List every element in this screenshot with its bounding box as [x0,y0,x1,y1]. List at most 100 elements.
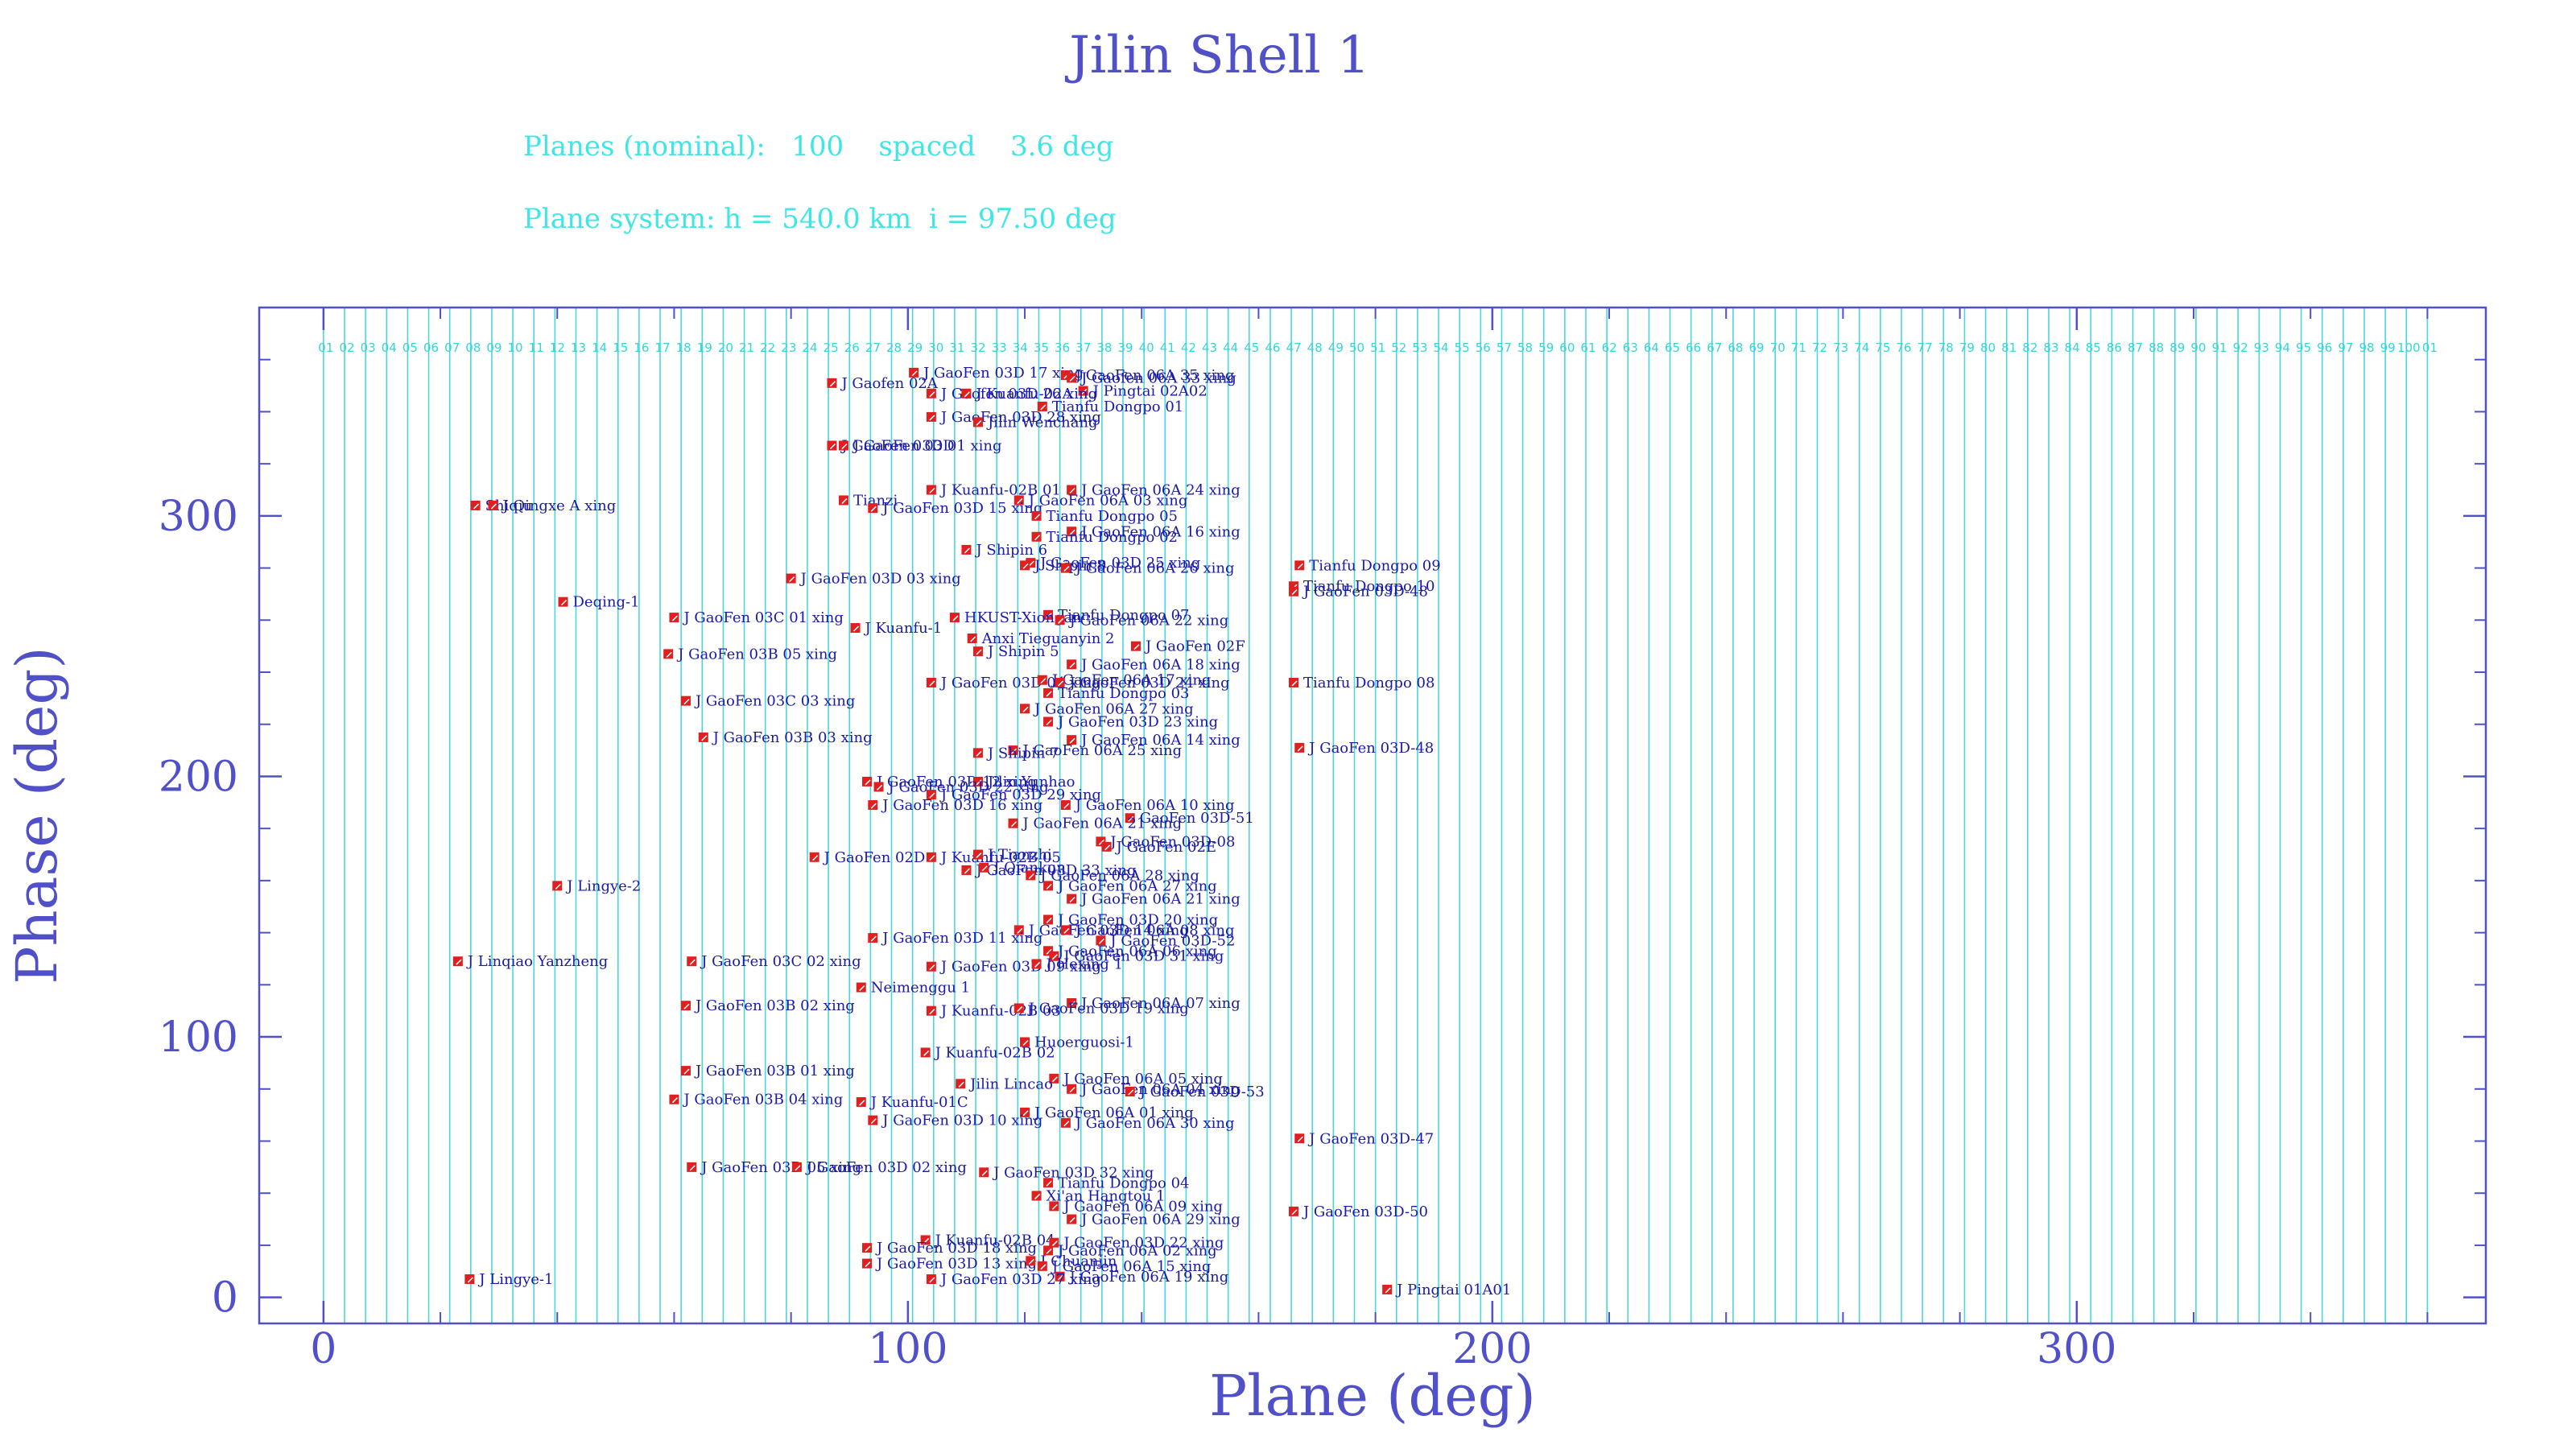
plane-number-label: 100 [2397,341,2421,355]
satellite-marker-tick [1051,1241,1058,1247]
satellite-label: Tianfu Dongpo 05 [1046,508,1178,525]
plane-number-label: 91 [2212,341,2227,355]
satellite-label: J GaoFen 06A 30 xing [1074,1115,1235,1132]
plane-number-label: 76 [1896,341,1911,355]
satellite-label: J Linqiao Yanzheng [466,953,608,970]
subtitle-planes: Planes (nominal): 100 spaced 3.6 deg [523,130,1114,163]
satellite-marker [1013,495,1024,506]
satellite-marker [956,1079,966,1089]
satellite-marker [1055,615,1065,625]
satellite-label: J GaoFen 03D 19 xing [1027,1000,1189,1017]
satellite-label: J Gaofen 02A [840,375,938,392]
plane-number-label: 27 [865,341,881,355]
plane-number-label: 39 [1117,341,1133,355]
plane-number-label: 14 [592,341,607,355]
satellite-point: J GaoFen 03D 27 xing [926,1271,1101,1288]
satellite-point: J GaoFen 06A 21 xing [1008,815,1182,832]
satellite-point: J Tianzhi [972,847,1052,864]
plane-number-label: 53 [1412,341,1427,355]
satellite-marker [1031,1191,1042,1201]
plane-number-label: 01 [2422,341,2438,355]
plane-number-label: 58 [1517,341,1533,355]
satellite-marker-tick [1069,662,1075,668]
satellite-point: J GaoFen 06A 19 xing [1055,1269,1228,1286]
satellite-marker-tick [964,391,970,398]
satellite-label: J GaoFen 03D 12 xing [875,774,1037,791]
satellite-marker-tick [1010,821,1018,828]
satellite-marker-tick [1046,1248,1052,1254]
satellite-marker-tick [952,615,959,621]
satellite-label: J GaoFen 02D [823,849,926,866]
satellite-label: Tianfu Dongpo 03 [1058,685,1189,702]
satellite-marker-tick [1028,873,1034,879]
satellite-point: J GaoFen 06A 26 xing [1060,560,1234,577]
satellite-label: J GaoFen 06A 10 xing [1074,797,1235,814]
satellite-marker-tick [473,503,480,510]
plane-number-label: 78 [1938,341,1954,355]
satellite-label: Huoerguosi-1 [1034,1034,1134,1051]
satellite-marker [827,378,837,388]
satellite-label: J GaoFen 06A 17 xing [1051,672,1212,689]
plane-number-label: 51 [1370,341,1385,355]
satellite-label: J Gaofen 06A 33 xing [1080,369,1236,386]
plane-number-label: 46 [1265,341,1280,355]
satellite-marker-tick [870,506,877,512]
satellite-marker [1060,563,1071,573]
chart-title: Jilin Shell 1 [1064,26,1370,85]
satellite-marker-tick [841,497,848,504]
plane-number-label: 30 [928,341,943,355]
satellite-marker-tick [929,855,935,861]
satellite-point: J GaoFen 02D [809,849,926,866]
satellite-point: J Kuanfu-02B 01 [926,482,1061,499]
plane-number-label: 41 [1160,341,1175,355]
satellite-label: J Shipin 5 [986,643,1059,660]
satellite-point: J GaoFen 03D 31 xing [1049,948,1224,965]
satellite-marker-tick [870,935,877,942]
plane-number-label: 10 [508,341,523,355]
satellite-marker-tick [555,883,561,890]
satellite-marker [920,1235,931,1245]
satellite-marker-tick [1069,897,1075,903]
satellite-marker [680,1001,691,1011]
satellite-point: J GaoFen 03D 33 xing [961,862,1137,879]
plane-number-label: 93 [2254,341,2269,355]
satellite-label: J Lingye-1 [477,1271,553,1288]
satellite-marker [1043,881,1054,891]
satellite-point: J GaoFen 03C 02 xing [687,953,861,970]
satellite-point: J Lingye-2 [552,877,641,894]
satellite-marker-tick [467,1277,473,1283]
satellite-label: J GaoFen 06A 24 xing [1080,482,1241,499]
plane-number-label: 50 [1349,341,1364,355]
satellite-marker [1055,677,1065,687]
plane-number-label: 20 [718,341,733,355]
satellite-point: J GaoFen 06A 09 xing [1049,1198,1223,1215]
satellite-label: J Kuanfu-1 [864,620,943,637]
plot-frame [258,306,2487,1325]
plane-number-label: 62 [1602,341,1617,355]
satellite-marker [827,440,837,451]
plane-number-label: 94 [2275,341,2290,355]
satellite-label: J GaoFen 06A 27 xing [1033,700,1194,717]
satellite-marker [972,417,983,427]
satellite-marker [1382,1284,1393,1294]
satellite-marker-tick [1058,617,1064,624]
satellite-point: J GaoFen 03D 12 xing [862,774,1037,791]
satellite-marker-tick [1046,883,1052,890]
satellite-marker-tick [929,391,935,398]
satellite-marker [1020,704,1030,714]
satellite-label: J GaoFen 03D-48 [1302,584,1428,601]
satellite-point: J GaoFen 03D-48 [1288,584,1428,601]
plane-number-label: 95 [2296,341,2311,355]
satellite-marker-tick [456,959,462,965]
satellite-label: J GaoFen 03D 20 xing [1056,911,1218,928]
satellite-marker [791,1162,802,1172]
satellite-marker-tick [560,600,568,606]
satellite-marker [1043,1178,1054,1188]
plane-number-label: 01 [318,341,333,355]
satellite-point: J GaoFen 03D 23 xing [1043,714,1218,731]
satellite-point: J GaoFen 03B 01 xing [680,1063,855,1080]
satellite-label: J GaoFen 03C 01 xing [682,609,843,626]
satellite-marker-tick [1104,844,1111,851]
